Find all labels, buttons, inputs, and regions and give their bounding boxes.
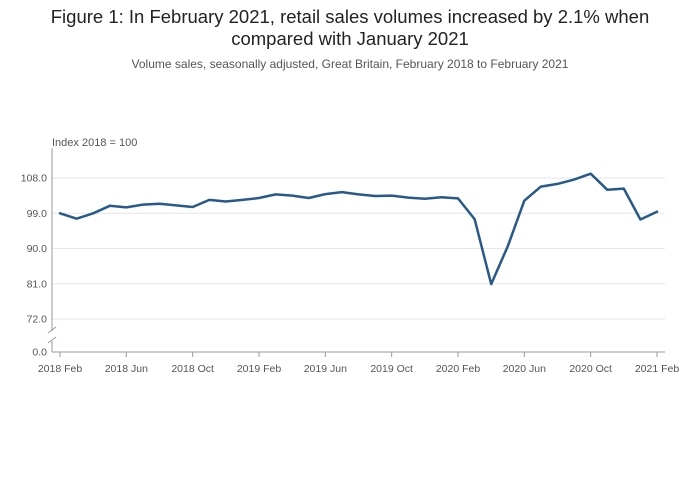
y-tick-label: 108.0 xyxy=(21,173,47,185)
y-axis-label: Index 2018 = 100 xyxy=(52,137,137,149)
x-tick-label: 2021 Feb xyxy=(635,363,680,375)
x-tick-label: 2019 Feb xyxy=(237,363,282,375)
y-tick-label: 81.0 xyxy=(27,278,48,290)
chart-title: Figure 1: In February 2021, retail sales… xyxy=(50,6,650,49)
chart-subtitle: Volume sales, seasonally adjusted, Great… xyxy=(131,57,569,71)
x-tick-label: 2019 Jun xyxy=(304,363,347,375)
axes: 0.0 72.0 81.0 90.0 99.0 108.0 2018 Feb 2018 Jun… xyxy=(21,148,680,375)
x-tick-label: 2019 Oct xyxy=(370,363,413,375)
x-tick-label: 2018 Oct xyxy=(171,363,214,375)
x-tick-label: 2018 Feb xyxy=(38,363,83,375)
y-tick-label: 99.0 xyxy=(27,208,48,220)
series-layer xyxy=(58,172,659,286)
y-tick-label: 90.0 xyxy=(27,243,48,255)
gridlines xyxy=(52,177,665,320)
y-tick-label: 72.0 xyxy=(27,314,48,326)
x-tick-label: 2018 Jun xyxy=(105,363,148,375)
x-tick-label: 2020 Jun xyxy=(503,363,546,375)
series-line xyxy=(58,172,659,286)
axis-break-mark xyxy=(47,326,57,334)
y-tick-label: 0.0 xyxy=(32,347,47,359)
axis-break-mark xyxy=(47,336,57,344)
x-tick-label: 2020 Feb xyxy=(436,363,481,375)
x-tick-label: 2020 Oct xyxy=(569,363,612,375)
